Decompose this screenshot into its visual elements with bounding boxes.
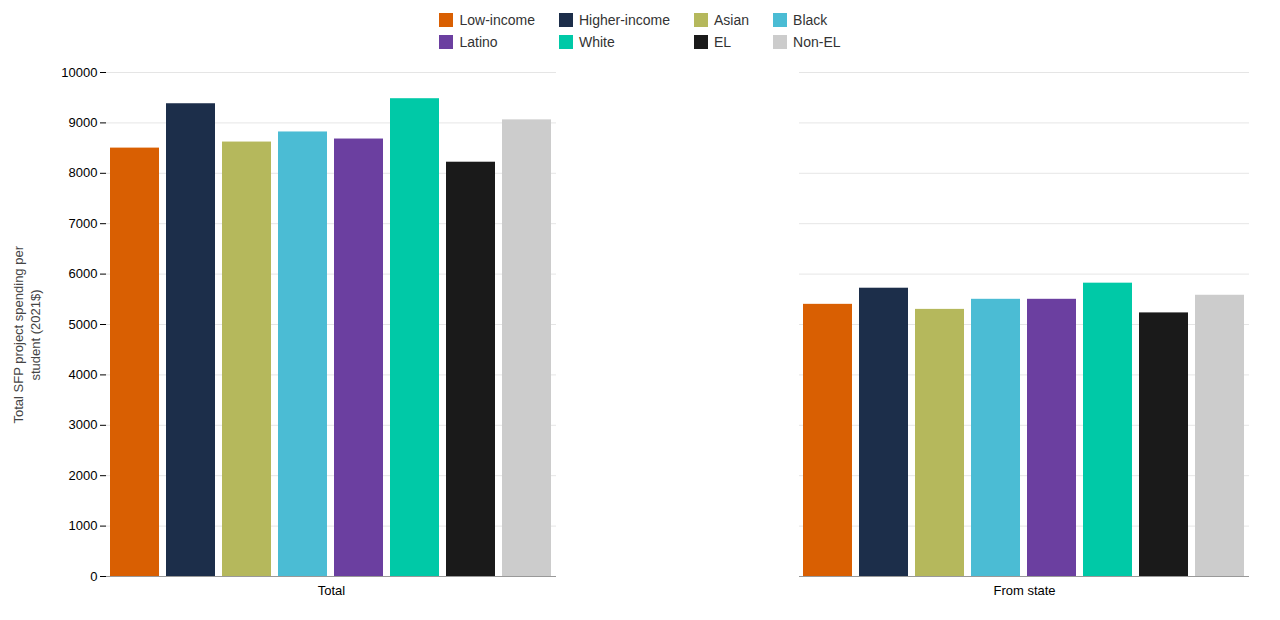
- html-text:Asian: Asian: [714, 12, 749, 28]
- svg-text:4000: 4000: [69, 367, 98, 382]
- svg-text:1000: 1000: [69, 518, 98, 533]
- svg-text:Total: Total: [318, 583, 346, 598]
- svg-text:2000: 2000: [69, 468, 98, 483]
- html-text:White: White: [579, 34, 615, 50]
- html-text:EL: EL: [714, 34, 732, 50]
- svg-text:8000: 8000: [69, 165, 98, 180]
- html-text:Higher-income: Higher-income: [579, 12, 670, 28]
- html-text:Latino: Latino: [459, 34, 498, 50]
- svg-text:9000: 9000: [69, 115, 98, 130]
- svg-text:5000: 5000: [69, 317, 98, 332]
- svg-text:0: 0: [90, 569, 97, 584]
- html-text:Black: Black: [793, 12, 828, 28]
- svg-text:10000: 10000: [61, 65, 97, 80]
- html-text:Total SFP project spending per: Total SFP project spending per student (…: [11, 246, 43, 424]
- html-text:Non-EL: Non-EL: [793, 34, 841, 50]
- html-text:Low-income: Low-income: [459, 12, 535, 28]
- svg-text:From state: From state: [993, 583, 1055, 598]
- svg-text:7000: 7000: [69, 216, 98, 231]
- svg-text:3000: 3000: [69, 417, 98, 432]
- svg-text:6000: 6000: [69, 266, 98, 281]
